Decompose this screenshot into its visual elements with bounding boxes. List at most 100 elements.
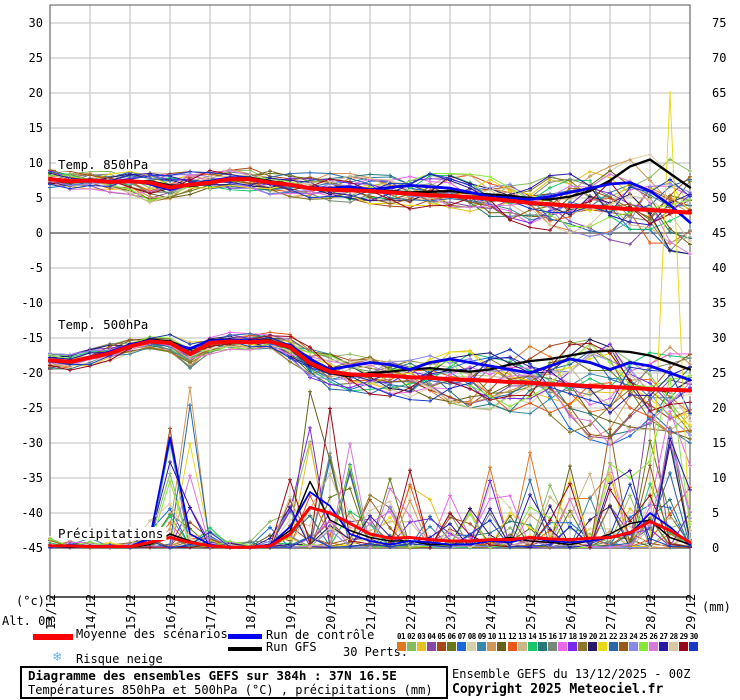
svg-text:-30: -30	[21, 436, 43, 450]
member-01: 01	[396, 632, 406, 651]
svg-text:35: 35	[712, 296, 726, 310]
member-color-swatch	[679, 642, 689, 651]
perturbation-color-strip: 01 02 03 04 05 06 07 08 09 10 11 12 13 14 15 16 17 18 19 20…	[396, 632, 699, 651]
member-color-swatch	[487, 642, 497, 651]
member-19: 19	[578, 632, 588, 651]
mean-line-precip	[48, 505, 692, 549]
member-color-swatch	[598, 642, 608, 651]
member-number: 04	[427, 632, 436, 641]
member-color-swatch	[436, 642, 446, 651]
svg-text:-25: -25	[21, 401, 43, 415]
panel-labels: Temp. 850hPa Temp. 500hPa Précipitations	[56, 157, 167, 541]
member-color-swatch	[497, 642, 507, 651]
member-number: 23	[619, 632, 628, 641]
svg-text:65: 65	[712, 86, 726, 100]
member-color-swatch	[588, 642, 598, 651]
member-color-swatch	[568, 642, 578, 651]
member-number: 14	[528, 632, 537, 641]
panel-label-500: Temp. 500hPa	[58, 317, 148, 332]
member-number: 02	[407, 632, 416, 641]
svg-text:60: 60	[712, 121, 726, 135]
legend-snow-label: Risque neige	[76, 652, 163, 666]
svg-text:19/12: 19/12	[284, 594, 298, 630]
svg-text:30: 30	[29, 16, 43, 30]
member-color-swatch	[396, 642, 406, 651]
svg-text:14/12: 14/12	[84, 594, 98, 630]
member-color-swatch	[547, 642, 557, 651]
member-color-swatch	[658, 642, 668, 651]
member-25: 25	[638, 632, 648, 651]
member-color-swatch	[648, 642, 658, 651]
svg-text:-5: -5	[29, 261, 43, 275]
member-number: 27	[659, 632, 668, 641]
svg-text:15/12: 15/12	[124, 594, 138, 630]
control-line-precip	[49, 436, 691, 549]
legend-control-label: Run de contrôle	[266, 628, 375, 642]
member-color-swatch	[467, 642, 477, 651]
svg-text:15: 15	[29, 121, 43, 135]
member-number: 08	[467, 632, 477, 641]
svg-text:22/12: 22/12	[404, 594, 418, 630]
member-03: 03	[416, 632, 426, 651]
member-number: 06	[447, 632, 457, 641]
member-10: 10	[487, 632, 497, 651]
member-number: 11	[497, 632, 507, 641]
member-number: 17	[558, 632, 568, 641]
diagram-title-box: Diagramme des ensembles GEFS sur 384h : …	[20, 666, 448, 699]
member-color-swatch	[457, 642, 467, 651]
run-info: Ensemble GEFS du 13/12/2025 - 00Z	[452, 667, 691, 681]
svg-text:30: 30	[712, 331, 726, 345]
mean-line-temp850	[48, 177, 692, 215]
member-26: 26	[648, 632, 658, 651]
svg-text:26/12: 26/12	[564, 594, 578, 630]
axis-ticks: 302520151050-5-10-15-20-25-30-35-40-4575…	[2, 16, 731, 630]
member-number: 05	[437, 632, 446, 641]
member-20: 20	[588, 632, 598, 651]
member-number: 16	[548, 632, 557, 641]
member-08: 08	[467, 632, 477, 651]
svg-text:50: 50	[712, 191, 726, 205]
svg-text:13/12: 13/12	[44, 594, 58, 630]
member-color-swatch	[618, 642, 628, 651]
member-color-swatch	[669, 642, 679, 651]
svg-text:(mm): (mm)	[702, 600, 731, 614]
svg-text:21/12: 21/12	[364, 594, 378, 630]
svg-text:25: 25	[29, 51, 43, 65]
svg-text:(°c): (°c)	[16, 594, 45, 608]
member-21: 21	[598, 632, 608, 651]
svg-text:25: 25	[712, 366, 726, 380]
member-color-swatch	[517, 642, 527, 651]
svg-text:17/12: 17/12	[204, 594, 218, 630]
svg-text:55: 55	[712, 156, 726, 170]
member-number: 01	[397, 632, 406, 641]
member-number: 28	[669, 632, 679, 641]
member-29: 29	[679, 632, 689, 651]
member-number: 03	[417, 632, 426, 641]
svg-text:70: 70	[712, 51, 726, 65]
svg-text:25/12: 25/12	[524, 594, 538, 630]
member-24: 24	[628, 632, 638, 651]
control-line-swatch	[228, 634, 262, 639]
svg-text:0: 0	[36, 226, 43, 240]
snowflake-icon: ❄	[53, 649, 62, 665]
member-number: 07	[457, 632, 467, 641]
member-16: 16	[547, 632, 557, 651]
svg-text:-15: -15	[21, 331, 43, 345]
member-27: 27	[658, 632, 668, 651]
member-11: 11	[497, 632, 507, 651]
svg-text:5: 5	[36, 191, 43, 205]
member-color-swatch	[447, 642, 457, 651]
svg-text:15: 15	[712, 436, 726, 450]
member-number: 22	[609, 632, 618, 641]
gfs-line-swatch	[228, 647, 262, 651]
member-18: 18	[568, 632, 578, 651]
member-number: 24	[629, 632, 638, 641]
member-02: 02	[406, 632, 416, 651]
member-color-swatch	[527, 642, 537, 651]
svg-text:10: 10	[29, 156, 43, 170]
member-number: 15	[538, 632, 547, 641]
member-number: 29	[679, 632, 689, 641]
svg-text:10: 10	[712, 471, 726, 485]
svg-text:-40: -40	[21, 506, 43, 520]
member-number: 21	[598, 632, 608, 641]
